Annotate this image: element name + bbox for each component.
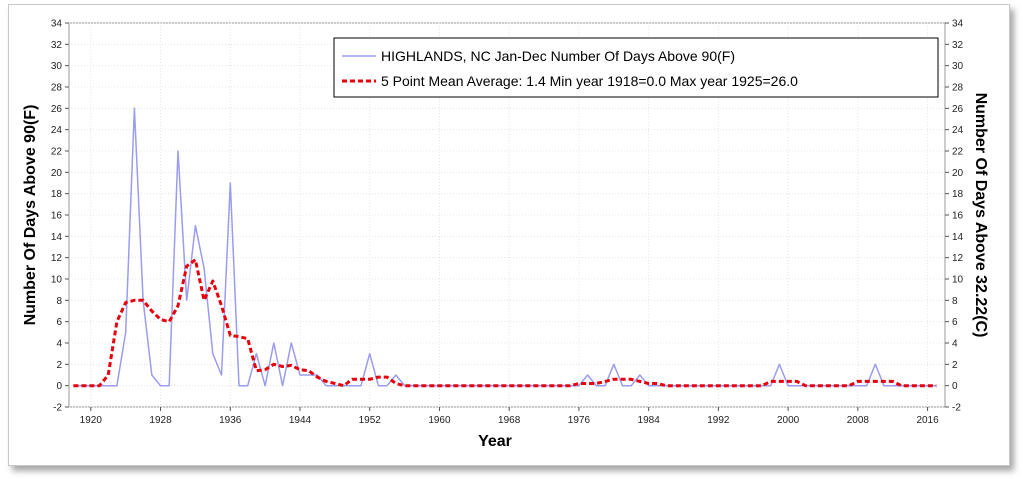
x-tick-label: 1992 [707, 415, 730, 426]
y-tick-label-left: -2 [53, 403, 62, 414]
x-tick-label: 1984 [638, 415, 661, 426]
y-tick-label-right: 22 [952, 147, 964, 158]
y-tick-label-right: 14 [952, 232, 964, 243]
y-tick-label-right: 8 [952, 296, 958, 307]
y-tick-label-right: 18 [952, 189, 964, 200]
y-tick-label-left: 26 [51, 104, 63, 115]
x-tick-label: 1928 [149, 415, 172, 426]
y-tick-label-right: 2 [952, 360, 958, 371]
y-tick-label-right: 12 [952, 253, 964, 264]
x-tick-label: 1920 [80, 415, 103, 426]
y-tick-label-left: 8 [56, 296, 62, 307]
y-tick-label-left: 28 [51, 83, 63, 94]
x-tick-label: 1952 [359, 415, 382, 426]
x-tick-label: 2000 [777, 415, 800, 426]
y-axis-title-left: Number Of Days Above 90(F) [22, 105, 39, 326]
x-tick-label: 1960 [428, 415, 451, 426]
y-tick-label-left: 24 [51, 125, 63, 136]
y-tick-label-left: 12 [51, 253, 63, 264]
y-tick-label-right: 28 [952, 83, 964, 94]
x-tick-label: 1944 [289, 415, 312, 426]
y-axis-title-right: Number Of Days Above 32.22(C) [972, 93, 989, 338]
y-tick-label-left: 32 [51, 40, 63, 51]
x-tick-label: 2008 [847, 415, 870, 426]
y-tick-label-right: 0 [952, 381, 958, 392]
y-tick-label-right: 16 [952, 211, 964, 222]
legend-label-mean: 5 Point Mean Average: 1.4 Min year 1918=… [381, 73, 798, 89]
y-tick-label-left: 4 [56, 339, 62, 350]
y-tick-label-left: 34 [51, 19, 63, 30]
y-tick-label-right: 6 [952, 317, 958, 328]
series-line-mean [73, 258, 937, 388]
y-tick-label-right: 20 [952, 168, 964, 179]
y-tick-label-right: 30 [952, 61, 964, 72]
x-tick-label: 1976 [568, 415, 591, 426]
y-tick-label-left: 6 [56, 317, 62, 328]
y-tick-label-left: 10 [51, 275, 63, 286]
x-tick-label: 1936 [219, 415, 242, 426]
x-tick-label: 1968 [498, 415, 521, 426]
y-tick-label-left: 20 [51, 168, 63, 179]
y-tick-label-right: 10 [952, 275, 964, 286]
x-axis: 1920 1928 1936 1944 1952 1960 1968 1976 1984 1992… [80, 407, 939, 426]
y-tick-label-right: 24 [952, 125, 964, 136]
y-tick-label-left: 18 [51, 189, 63, 200]
x-tick-label: 2016 [916, 415, 939, 426]
chart-frame: -2 0 2 4 6 8 10 12 14 16 18 20 22 24 26 28 30 32 34 -2 0 2 4 6… [8, 4, 1010, 466]
x-axis-title: Year [478, 433, 512, 450]
y-tick-label-left: 16 [51, 211, 63, 222]
y-tick-label-right: -2 [952, 403, 961, 414]
y-tick-label-left: 2 [56, 360, 62, 371]
y-tick-label-left: 0 [56, 381, 62, 392]
y-tick-label-right: 4 [952, 339, 958, 350]
legend-box [333, 37, 939, 98]
y-tick-label-right: 32 [952, 40, 964, 51]
y-tick-label-left: 30 [51, 61, 63, 72]
series-group [73, 107, 937, 388]
legend-label-raw: HIGHLANDS, NC Jan-Dec Number Of Days Abo… [381, 48, 735, 64]
y-tick-label-left: 14 [51, 232, 63, 243]
y-tick-label-right: 34 [952, 19, 964, 30]
legend: HIGHLANDS, NC Jan-Dec Number Of Days Abo… [333, 37, 939, 98]
y-tick-label-right: 26 [952, 104, 964, 115]
y-tick-label-left: 22 [51, 147, 63, 158]
